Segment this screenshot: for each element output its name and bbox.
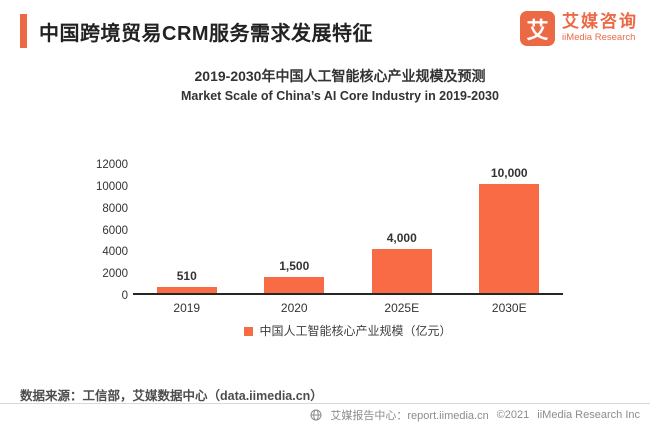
bar-value-label: 1,500 [279,259,310,273]
bar-2025E [371,249,432,293]
footer-bar: 艾媒报告中心：report.iimedia.cn ©2021 iiMedia R… [310,407,640,423]
x-axis-label: 2030E [491,301,527,315]
x-axis-label: 2020 [280,301,308,315]
y-axis: 0 2000 4000 6000 8000 10000 12000 [86,159,128,302]
y-axis-tick: 6000 [102,224,128,237]
bar-column-2030E: 10,000 [456,164,563,293]
globe-icon [310,409,322,421]
copyright-text: ©2021 [496,409,530,421]
bar-column-2020: 1,500 [241,164,348,293]
brand-name-en: iiMedia Research [562,32,636,44]
footer-divider [0,403,650,404]
y-axis-tick: 12000 [96,159,128,171]
plot-area: 510 1,500 4,000 10,000 [133,164,563,295]
company-name: iiMedia Research Inc [537,409,640,421]
brand-logo-icon: 艾 [520,11,555,46]
brand-names: 艾媒咨询 iiMedia Research [562,13,638,43]
bar-value-label: 510 [176,269,197,283]
data-source-note: 数据来源：工信部，艾媒数据中心（data.iimedia.cn） [20,389,323,403]
bar-2019 [156,287,217,293]
bar-value-label: 4,000 [386,231,417,245]
y-axis-tick: 10000 [96,180,128,193]
brand-logo: 艾 艾媒咨询 iiMedia Research [520,11,638,46]
x-axis-labels: 2019 2020 2025E 2030E [133,301,563,315]
title-accent-bar [20,14,27,48]
y-axis-tick: 2000 [102,268,128,281]
y-axis-tick: 0 [121,290,128,302]
legend-label: 中国人工智能核心产业规模（亿元） [259,324,452,338]
report-center-link: 艾媒报告中心：report.iimedia.cn [330,410,489,422]
bar-column-2025E: 4,000 [348,164,455,293]
chart-title: 2019-2030年中国人工智能核心产业规模及预测 [194,68,486,84]
page-title: 中国跨境贸易CRM服务需求发展特征 [39,22,374,45]
x-axis-label: 2019 [173,301,201,315]
bar-column-2019: 510 [133,164,240,293]
bar-2030E [479,184,540,293]
bar-value-label: 10,000 [490,166,528,180]
brand-name-cn: 艾媒咨询 [562,12,638,32]
y-axis-tick: 8000 [102,202,128,215]
x-axis-label: 2025E [384,301,420,315]
bar-2020 [264,277,325,293]
bars: 510 1,500 4,000 10,000 [133,164,563,293]
header: 中国跨境贸易CRM服务需求发展特征 [20,14,373,48]
y-axis-tick: 4000 [102,246,128,259]
chart-subtitle: Market Scale of China’s AI Core Industry… [181,89,499,103]
legend-swatch-icon [244,327,254,336]
legend: 中国人工智能核心产业规模（亿元） [133,322,563,339]
